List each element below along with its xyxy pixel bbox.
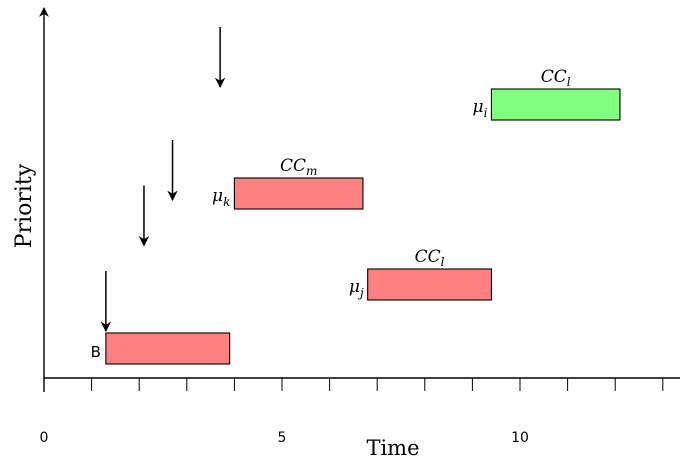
task-task-i: μi CCl [473,67,621,121]
task-top-label: CCl [541,67,571,89]
release-arrows-layer [100,27,226,333]
x-tick-label: 0 [40,430,49,446]
task-left-label: μk [212,186,230,209]
task-bar [233,177,364,210]
tasks-layer: Bμk CCm μj CCl μi CCl [91,67,621,365]
task-left-label: μj [349,277,364,300]
task-left-label: B [91,343,101,361]
task-top-label: CCl [415,247,445,269]
x-tick-label: 10 [511,430,529,446]
task-bar [367,268,492,301]
x-axis-tick-labels: 0 5 10 [40,430,529,446]
x-axis-ticks [43,378,664,391]
task-base: B [91,332,231,365]
task-task-j: μj CCl [349,247,492,301]
x-axis-label: Time [366,436,419,460]
task-top-label: CCm [280,156,317,178]
task-task-k: μk CCm [212,156,364,210]
y-axis-label: Priority [12,163,37,248]
x-tick-label: 5 [278,430,287,446]
task-left-label: μi [473,97,488,120]
task-bar [490,88,621,121]
task-bar [105,332,231,365]
